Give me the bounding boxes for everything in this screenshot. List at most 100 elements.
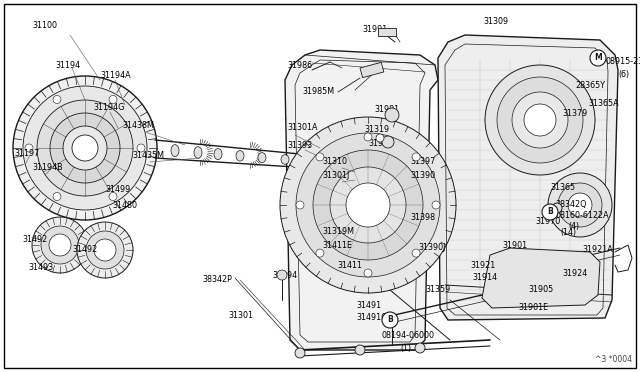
Text: 08915-2381A: 08915-2381A: [605, 58, 640, 67]
Circle shape: [512, 92, 568, 148]
Circle shape: [364, 133, 372, 141]
Circle shape: [109, 96, 117, 103]
Text: 31924: 31924: [562, 269, 588, 278]
Polygon shape: [285, 50, 438, 350]
Text: (4): (4): [568, 222, 579, 231]
Circle shape: [316, 153, 324, 161]
Text: 38342Q: 38342Q: [555, 201, 586, 209]
Text: 31411E: 31411E: [322, 241, 352, 250]
Circle shape: [53, 192, 61, 201]
Ellipse shape: [194, 147, 202, 158]
Text: 08194-06000: 08194-06000: [382, 331, 435, 340]
Text: 31309: 31309: [483, 17, 508, 26]
Circle shape: [385, 108, 399, 122]
Circle shape: [25, 144, 33, 152]
Text: 31194B: 31194B: [32, 164, 63, 173]
Text: 38342P: 38342P: [202, 276, 232, 285]
Circle shape: [50, 113, 120, 183]
Text: M: M: [594, 54, 602, 62]
Circle shape: [316, 249, 324, 257]
Text: 28365Y: 28365Y: [575, 80, 605, 90]
Circle shape: [415, 343, 425, 353]
Text: 31365A: 31365A: [588, 99, 619, 108]
Ellipse shape: [171, 145, 179, 157]
Circle shape: [277, 270, 287, 280]
Text: 31194G: 31194G: [93, 103, 124, 112]
Text: 31398: 31398: [410, 214, 435, 222]
Text: 31492: 31492: [22, 235, 47, 244]
Circle shape: [548, 173, 612, 237]
Text: 31397: 31397: [410, 157, 435, 167]
Circle shape: [388, 314, 396, 322]
Text: (1): (1): [400, 343, 411, 353]
Text: 31986: 31986: [287, 61, 312, 70]
Text: 31970: 31970: [535, 218, 560, 227]
Bar: [378, 28, 396, 36]
Circle shape: [296, 133, 440, 277]
Circle shape: [552, 203, 562, 213]
Circle shape: [432, 201, 440, 209]
Circle shape: [77, 222, 133, 278]
Circle shape: [53, 96, 61, 103]
Text: 31301J: 31301J: [322, 170, 349, 180]
Text: 31390: 31390: [410, 170, 435, 180]
Text: 31988: 31988: [368, 138, 393, 148]
Ellipse shape: [236, 151, 244, 161]
Text: 31985M: 31985M: [302, 87, 334, 96]
Circle shape: [86, 231, 124, 269]
Text: 31301: 31301: [228, 311, 253, 321]
Text: 31492: 31492: [72, 246, 97, 254]
Text: 31438M: 31438M: [122, 122, 154, 131]
Text: 31914: 31914: [472, 273, 497, 282]
Bar: [360, 62, 384, 78]
Text: 31390J: 31390J: [418, 244, 445, 253]
Circle shape: [63, 126, 107, 170]
Text: 31393: 31393: [287, 141, 312, 150]
Text: 31411: 31411: [337, 260, 362, 269]
Circle shape: [558, 183, 602, 227]
Circle shape: [412, 249, 420, 257]
Circle shape: [355, 345, 365, 355]
Text: 31359: 31359: [425, 285, 451, 295]
Text: 31319M: 31319M: [322, 228, 354, 237]
Circle shape: [137, 144, 145, 152]
Text: 31493: 31493: [28, 263, 53, 273]
Text: 31921A: 31921A: [582, 246, 612, 254]
Text: (14): (14): [560, 228, 576, 237]
Text: 31319: 31319: [364, 125, 389, 135]
Text: B: B: [547, 208, 553, 217]
Text: 31905: 31905: [528, 285, 553, 295]
Circle shape: [49, 234, 71, 256]
Text: 08160-6122A: 08160-6122A: [555, 211, 609, 219]
Text: 31901: 31901: [502, 241, 527, 250]
Circle shape: [295, 348, 305, 358]
Circle shape: [524, 104, 556, 136]
Text: 31981: 31981: [374, 106, 399, 115]
Circle shape: [41, 226, 79, 264]
Text: 31921: 31921: [470, 262, 495, 270]
Circle shape: [94, 239, 116, 261]
Circle shape: [280, 117, 456, 293]
Text: 31379: 31379: [562, 109, 588, 118]
Text: 31194A: 31194A: [100, 71, 131, 80]
Circle shape: [296, 201, 304, 209]
Text: 31197: 31197: [14, 150, 39, 158]
Circle shape: [364, 269, 372, 277]
Text: B: B: [387, 315, 393, 324]
Circle shape: [497, 77, 583, 163]
Circle shape: [32, 217, 88, 273]
Text: 31310: 31310: [322, 157, 347, 167]
Circle shape: [485, 65, 595, 175]
Text: 31100: 31100: [32, 22, 57, 31]
Ellipse shape: [281, 155, 289, 164]
Circle shape: [37, 100, 133, 196]
Text: 31435M: 31435M: [132, 151, 164, 160]
Ellipse shape: [214, 148, 222, 160]
Text: 31394: 31394: [272, 272, 297, 280]
Ellipse shape: [258, 153, 266, 163]
Polygon shape: [438, 35, 618, 320]
Circle shape: [23, 86, 147, 210]
Circle shape: [109, 192, 117, 201]
Circle shape: [382, 312, 398, 328]
Text: (6): (6): [618, 70, 629, 78]
